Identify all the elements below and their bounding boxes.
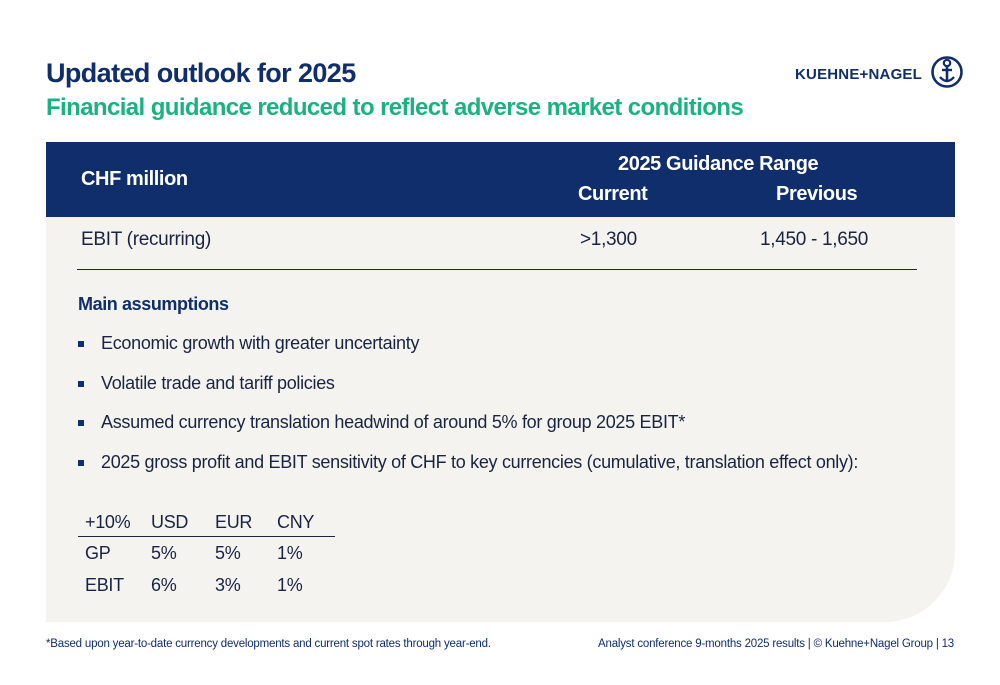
sens-header-cell: CNY — [277, 509, 335, 537]
bullet-square-icon — [78, 459, 84, 466]
sens-cell: 3% — [215, 574, 241, 595]
ebit-label: EBIT (recurring) — [81, 229, 211, 250]
ebit-previous-value: 1,450 - 1,650 — [760, 229, 869, 250]
previous-header: Previous — [776, 183, 858, 205]
sens-header-cell: USD — [151, 509, 215, 537]
sensitivity-table: +10% USD EUR CNY GP 5% 5% 1% EBIT 6% 3% … — [78, 509, 335, 601]
bullet-square-icon — [78, 341, 84, 347]
sens-cell: 5% — [215, 542, 241, 563]
sens-header-cell: EUR — [215, 509, 277, 537]
logo-wordmark: KUEHNE+NAGEL — [795, 65, 922, 83]
sens-cell: 5% — [151, 542, 177, 563]
anchor-icon — [930, 52, 964, 97]
footer-text: Analyst conference 9-months 2025 results… — [598, 638, 954, 650]
slide-title: Updated outlook for 2025 — [46, 58, 356, 88]
sens-header-cell: +10% — [78, 509, 151, 537]
range-header: 2025 Guidance Range — [618, 153, 819, 175]
table-row: GP 5% 5% 1% — [78, 537, 335, 570]
footnote: *Based upon year-to-date currency develo… — [46, 638, 491, 650]
sens-cell: 1% — [277, 542, 303, 563]
assumptions-heading: Main assumptions — [78, 294, 229, 314]
table-header-row: +10% USD EUR CNY — [78, 509, 335, 537]
guidance-table-header: CHF million 2025 Guidance Range Current … — [46, 142, 955, 217]
unit-header: CHF million — [81, 168, 188, 190]
sens-cell: EBIT — [85, 574, 124, 595]
sens-cell: 6% — [151, 574, 177, 595]
bullet-square-icon — [78, 420, 84, 426]
table-divider — [77, 269, 917, 270]
ebit-current-value: >1,300 — [580, 229, 637, 250]
slide-subtitle: Financial guidance reduced to reflect ad… — [46, 94, 744, 121]
bullet-square-icon — [78, 380, 84, 387]
sens-cell: 1% — [277, 574, 303, 595]
sens-cell: GP — [85, 542, 111, 563]
current-header: Current — [578, 183, 648, 205]
content-panel — [46, 142, 955, 622]
company-logo: KUEHNE+NAGEL — [795, 54, 964, 94]
table-row: EBIT 6% 3% 1% — [78, 569, 335, 601]
